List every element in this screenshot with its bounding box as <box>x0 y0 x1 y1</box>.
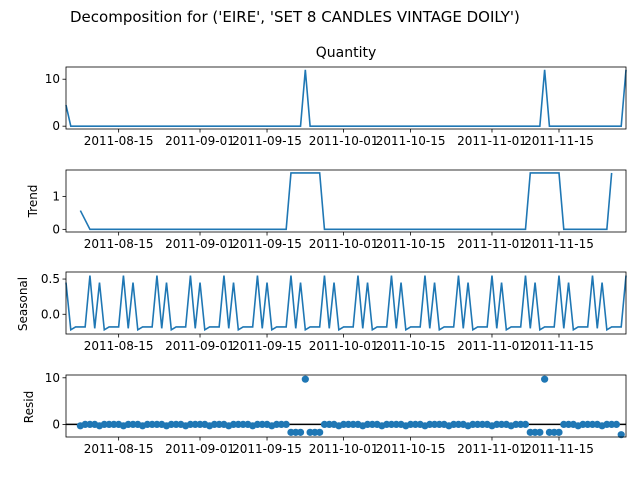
x-tick-label-0-0: 2011-08-15 <box>84 134 154 148</box>
resid-point-43 <box>282 420 290 429</box>
x-tick-label-2-1: 2011-09-01 <box>165 339 235 353</box>
y-tick-label-0-0: 0 <box>52 119 60 133</box>
resid-point-112 <box>612 420 621 429</box>
x-tick-label-0-1: 2011-09-01 <box>165 134 235 148</box>
x-tick-label-3-6: 2011-11-15 <box>524 442 594 456</box>
x-tick-label-1-2: 2011-09-15 <box>232 237 302 251</box>
series-line-0 <box>65 69 627 127</box>
x-tick-label-1-1: 2011-09-01 <box>165 237 235 251</box>
x-tick-label-3-4: 2011-10-15 <box>376 442 446 456</box>
x-tick-label-0-5: 2011-11-01 <box>457 134 527 148</box>
trend-panel-ylabel: Trend <box>26 185 40 219</box>
x-tick-label-3-5: 2011-11-01 <box>457 442 527 456</box>
y-tick-label-1-1: 1 <box>52 189 60 203</box>
axes-frame-0 <box>65 66 627 130</box>
x-tick-label-2-6: 2011-11-15 <box>524 339 594 353</box>
y-tick-label-2-0: 0.5 <box>41 272 60 286</box>
resid-point-97 <box>541 375 549 383</box>
resid-point-100 <box>555 428 563 436</box>
resid-point-93 <box>521 420 530 429</box>
x-tick-label-2-5: 2011-11-01 <box>457 339 527 353</box>
axes-frame-3 <box>65 374 627 438</box>
x-tick-label-2-4: 2011-10-15 <box>376 339 446 353</box>
x-tick-label-1-4: 2011-10-15 <box>376 237 446 251</box>
x-tick-label-0-2: 2011-09-15 <box>232 134 302 148</box>
y-tick-label-3-1: 0 <box>52 417 60 431</box>
y-tick-label-1-0: 0 <box>52 222 60 236</box>
axes-frame-1 <box>65 169 627 233</box>
series-line-2 <box>65 275 627 332</box>
x-tick-label-2-0: 2011-08-15 <box>84 339 154 353</box>
resid-point-113 <box>617 431 625 439</box>
y-tick-label-0-1: 10 <box>45 72 60 86</box>
resid-point-46 <box>296 428 305 436</box>
x-tick-label-2-2: 2011-09-15 <box>232 339 302 353</box>
x-tick-label-1-3: 2011-10-01 <box>309 237 379 251</box>
quantity-panel: Quantity 0 10 2011-08-15 2011-09-012011-09-… <box>45 45 627 148</box>
seasonal-panel-ylabel: Seasonal <box>16 277 30 331</box>
x-tick-label-3-1: 2011-09-01 <box>165 442 235 456</box>
axes-frame-2 <box>65 271 627 335</box>
x-tick-label-1-6: 2011-11-15 <box>524 237 594 251</box>
x-tick-label-1-0: 2011-08-15 <box>84 237 154 251</box>
x-tick-label-0-6: 2011-11-15 <box>524 134 594 148</box>
x-tick-label-3-3: 2011-10-01 <box>309 442 379 456</box>
quantity-panel-title: Quantity <box>316 45 377 61</box>
resid-point-47 <box>301 375 309 383</box>
y-tick-label-2-1: 0.0 <box>41 307 60 321</box>
x-tick-label-1-5: 2011-11-01 <box>457 237 527 251</box>
x-tick-label-3-0: 2011-08-15 <box>84 442 154 456</box>
series-line-1 <box>79 172 613 231</box>
figure-suptitle: Decomposition for ('EIRE', 'SET 8 CANDLE… <box>70 8 520 26</box>
resid-point-96 <box>536 428 544 436</box>
resid-panel-ylabel: Resid <box>22 391 36 423</box>
x-tick-label-2-3: 2011-10-01 <box>309 339 379 353</box>
x-tick-label-3-2: 2011-09-15 <box>232 442 302 456</box>
resid-point-50 <box>316 428 324 436</box>
x-tick-label-0-4: 2011-10-15 <box>376 134 446 148</box>
y-tick-label-3-0: 10 <box>45 371 60 385</box>
x-tick-label-0-3: 2011-10-01 <box>309 134 379 148</box>
